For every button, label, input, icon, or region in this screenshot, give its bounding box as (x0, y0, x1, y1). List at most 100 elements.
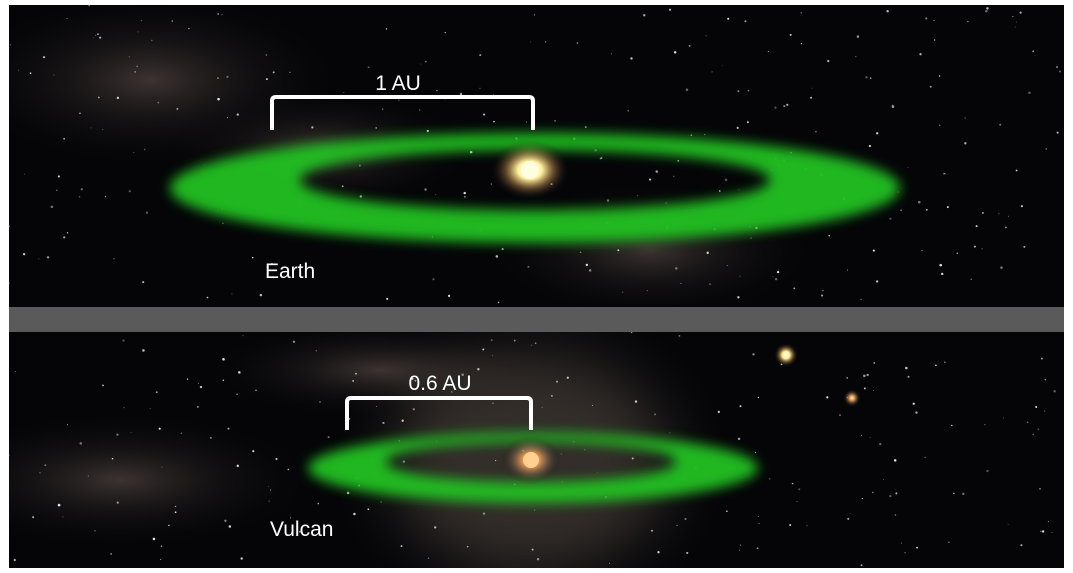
background-star (964, 117, 965, 118)
background-star (758, 523, 760, 525)
background-star (464, 196, 466, 198)
background-star (933, 20, 934, 21)
background-star (432, 278, 434, 280)
background-star (428, 558, 429, 559)
background-star (846, 377, 848, 379)
background-star (420, 64, 421, 65)
background-star (67, 232, 68, 233)
background-star (99, 37, 101, 39)
background-star (266, 78, 268, 80)
background-star (56, 190, 57, 191)
background-star (861, 299, 862, 300)
background-star (967, 21, 968, 22)
background-star (483, 113, 485, 115)
background-star (197, 406, 199, 408)
background-star (217, 98, 220, 101)
background-star (30, 72, 32, 74)
background-star (316, 350, 317, 351)
background-star (673, 176, 675, 178)
background-star (839, 414, 841, 416)
background-star (1028, 91, 1031, 94)
background-star (1027, 421, 1029, 423)
background-star (895, 489, 896, 490)
background-star (380, 501, 382, 503)
background-star (95, 35, 96, 36)
background-star (786, 104, 788, 106)
vulcan-panel: 0.6 AU Vulcan (0, 320, 1064, 572)
background-star (1032, 434, 1033, 435)
background-star (156, 391, 158, 393)
background-star (293, 341, 295, 343)
background-star (463, 192, 465, 194)
background-star (726, 510, 728, 512)
background-star (970, 279, 971, 280)
background-star (585, 126, 587, 128)
background-star (23, 253, 25, 255)
background-star (129, 190, 131, 192)
background-star (460, 93, 462, 95)
background-star (18, 70, 19, 71)
background-star (63, 236, 65, 238)
background-star (237, 113, 239, 115)
background-star (102, 129, 103, 130)
background-star (757, 547, 759, 549)
background-star (607, 199, 609, 201)
background-star (514, 340, 516, 342)
background-star (1020, 544, 1022, 546)
background-star (1020, 12, 1022, 14)
background-star (957, 253, 958, 254)
background-star (39, 472, 40, 473)
background-star (918, 201, 921, 204)
background-star (122, 339, 124, 341)
background-star (589, 269, 591, 271)
background-star (738, 438, 740, 440)
background-star (355, 373, 357, 375)
background-star (367, 508, 369, 510)
background-star (359, 165, 361, 167)
background-star (895, 492, 897, 494)
background-star (117, 501, 119, 503)
background-star (866, 374, 868, 376)
background-star (873, 362, 875, 364)
background-star (627, 110, 628, 111)
background-star (168, 525, 169, 526)
background-star (160, 559, 161, 560)
background-star (353, 513, 356, 516)
background-star (288, 469, 290, 471)
background-star (1012, 16, 1013, 17)
background-star (90, 127, 91, 128)
background-star (93, 37, 94, 38)
background-star (986, 470, 988, 472)
background-star (482, 349, 484, 351)
background-star (386, 298, 388, 300)
background-star (1032, 50, 1034, 52)
background-star (861, 435, 862, 436)
background-star (806, 525, 807, 526)
background-star (985, 10, 987, 12)
background-star (1044, 411, 1045, 412)
background-star (554, 120, 556, 122)
background-star (146, 212, 148, 214)
background-star (360, 195, 362, 197)
background-star (492, 355, 493, 356)
background-star (876, 132, 878, 134)
background-star (925, 17, 927, 19)
background-star (217, 77, 219, 79)
background-star (9, 225, 11, 227)
background-star (436, 90, 437, 91)
background-star (382, 108, 383, 109)
background-star (930, 86, 932, 88)
background-star (758, 516, 759, 517)
background-star (328, 436, 330, 438)
background-star (686, 89, 689, 92)
background-star (207, 297, 209, 299)
background-star (669, 9, 671, 11)
background-star (939, 264, 942, 267)
background-star (926, 209, 928, 211)
background-star (401, 545, 403, 547)
background-star (105, 196, 107, 198)
background-star (161, 545, 163, 547)
background-star (790, 34, 792, 36)
background-star (772, 276, 773, 277)
background-star (727, 265, 728, 266)
